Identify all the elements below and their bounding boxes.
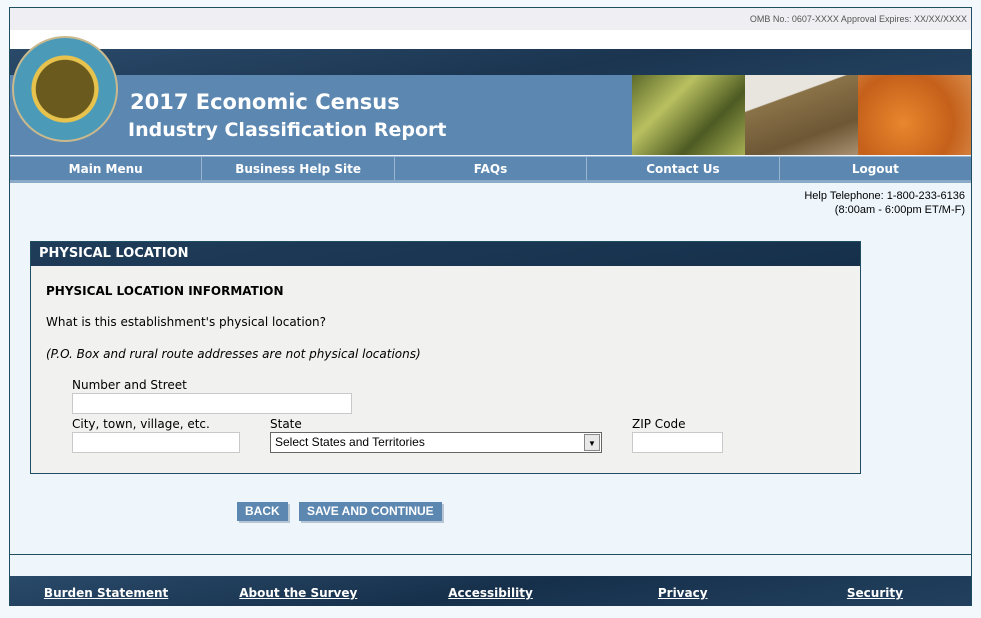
- page-frame: OMB No.: 0607-XXXX Approval Expires: XX/…: [9, 7, 972, 606]
- nav-faqs[interactable]: FAQs: [395, 157, 588, 180]
- nav-logout[interactable]: Logout: [851, 162, 899, 176]
- app-subtitle: Industry Classification Report: [128, 119, 447, 141]
- help-info: Help Telephone: 1-800-233-6136 (8:00am -…: [804, 189, 965, 217]
- oranges-image: [858, 75, 971, 155]
- footer-links: Burden Statement About the Survey Access…: [10, 576, 971, 606]
- nav-main-menu[interactable]: Main Menu: [10, 157, 203, 180]
- note-text: (P.O. Box and rural route addresses are …: [46, 347, 421, 361]
- census-bureau-seal-logo: [12, 36, 118, 142]
- zip-input[interactable]: [632, 432, 723, 453]
- omb-notice: OMB No.: 0607-XXXX Approval Expires: XX/…: [10, 8, 971, 30]
- panel-title: PHYSICAL LOCATION: [31, 242, 860, 266]
- city-input[interactable]: [72, 432, 240, 453]
- question-text: What is this establishment's physical lo…: [46, 315, 327, 329]
- help-telephone: Help Telephone: 1-800-233-6136: [804, 190, 965, 202]
- city-label: City, town, village, etc.: [72, 417, 210, 431]
- header-photos: [632, 75, 971, 155]
- back-button[interactable]: BACK: [237, 502, 288, 521]
- street-label: Number and Street: [72, 378, 187, 392]
- nav-contact-us[interactable]: Contact Us: [587, 157, 780, 180]
- footer-accessibility[interactable]: Accessibility: [448, 586, 533, 600]
- boxes-image: [745, 75, 858, 155]
- help-hours: (8:00am - 6:00pm ET/M-F): [834, 204, 965, 216]
- divider: [10, 554, 971, 555]
- footer-burden-statement[interactable]: Burden Statement: [43, 586, 169, 600]
- footer-about-the-survey[interactable]: About the Survey: [239, 586, 358, 600]
- app-title: 2017 Economic Census: [130, 90, 400, 114]
- section-heading: PHYSICAL LOCATION INFORMATION: [46, 284, 284, 298]
- main-nav: Main Menu Business Help Site FAQs Contac…: [10, 156, 971, 183]
- save-and-continue-button[interactable]: SAVE AND CONTINUE: [299, 502, 442, 521]
- state-selected-value: Select States and Territories: [275, 435, 425, 449]
- state-label: State: [270, 417, 302, 431]
- physical-location-panel: PHYSICAL LOCATION PHYSICAL LOCATION INFO…: [30, 241, 861, 474]
- header-top-bar: [10, 49, 971, 75]
- footer-security[interactable]: Security: [846, 586, 903, 600]
- chevron-down-icon[interactable]: ▼: [584, 434, 600, 451]
- state-select[interactable]: Select States and Territories ▼: [270, 432, 602, 453]
- nav-business-help-site[interactable]: Business Help Site: [202, 157, 395, 180]
- screws-image: [632, 75, 745, 155]
- zip-label: ZIP Code: [632, 417, 686, 431]
- footer-privacy[interactable]: Privacy: [657, 586, 708, 600]
- spacer: [10, 30, 971, 49]
- street-input[interactable]: [72, 393, 352, 414]
